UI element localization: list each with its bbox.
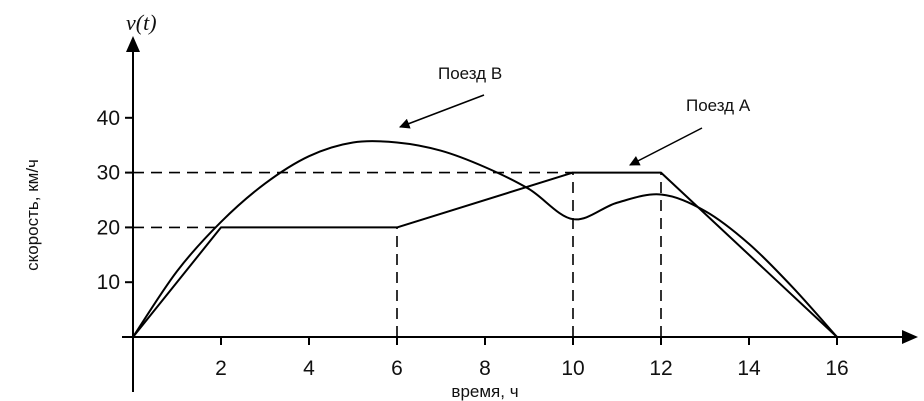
x-tick-label: 2 <box>215 357 227 380</box>
x-tick-label: 10 <box>561 357 584 380</box>
y-axis-symbol: v(t) <box>126 10 157 35</box>
annotation-train-b-arrow <box>399 94 485 129</box>
y-tick-label: 40 <box>97 107 120 130</box>
y-tick-label: 20 <box>97 216 120 239</box>
y-tick-label: 10 <box>97 271 120 294</box>
x-tick-label: 16 <box>825 357 848 380</box>
series-group <box>132 140 838 338</box>
x-tick-label: 12 <box>649 357 672 380</box>
y-axis-arrow-icon <box>126 36 140 52</box>
x-tick-label: 4 <box>303 357 315 380</box>
y-ticks: 10 20 30 40 <box>97 107 133 294</box>
x-tick-label: 14 <box>737 357 761 380</box>
y-axis-title: скорость, км/ч <box>23 159 42 271</box>
x-axis-title: время, ч <box>451 382 518 401</box>
annotation-train-b: Поезд В <box>438 64 502 83</box>
series-line-train-a <box>132 171 838 338</box>
y-tick-label: 30 <box>97 162 120 185</box>
annotation-train-a-arrow <box>629 127 703 166</box>
x-tick-label: 6 <box>391 357 403 380</box>
annotation-train-a: Поезд А <box>686 96 751 115</box>
x-ticks: 2 4 6 8 10 12 14 16 <box>215 337 849 380</box>
series-line-train-b <box>132 140 838 338</box>
x-axis-arrow-icon <box>902 330 918 344</box>
x-tick-label: 8 <box>479 357 491 380</box>
reference-lines <box>133 171 662 337</box>
